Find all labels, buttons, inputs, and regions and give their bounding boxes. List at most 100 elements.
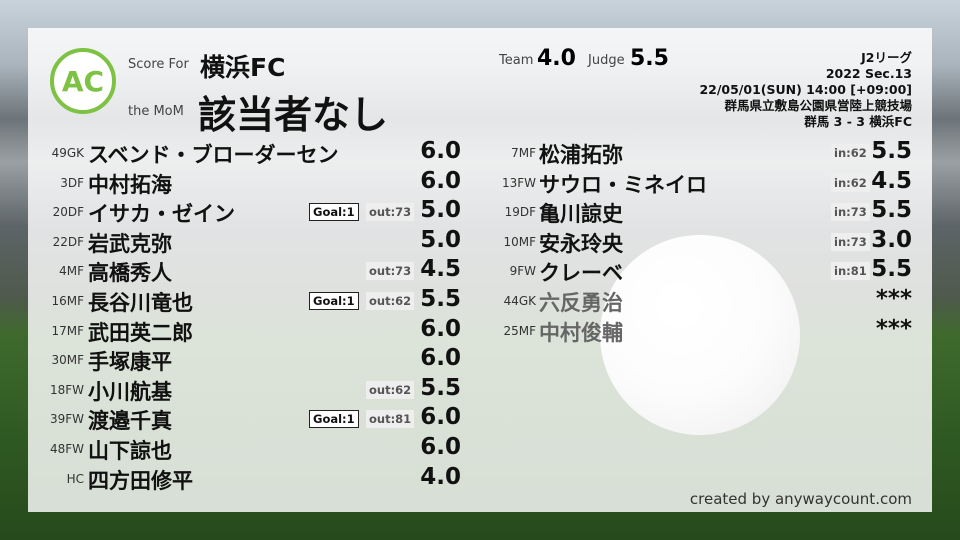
- player-name: イサカ・ゼイン: [88, 202, 235, 227]
- player-row: 44GK 六反勇治 ***: [0, 286, 960, 315]
- mom-label: the MoM: [128, 104, 184, 119]
- datetime: 22/05/01(SUN) 14:00 [+09:00]: [699, 82, 912, 97]
- player-score: 4.0: [420, 463, 461, 490]
- team-name: 横浜FC: [200, 53, 286, 82]
- player-number-position: HC: [66, 471, 84, 486]
- player-score: 3.0: [871, 226, 912, 253]
- player-number-position: 20DF: [52, 205, 84, 220]
- player-score: 5.5: [420, 286, 461, 312]
- player-row: 22DF 岩武克弥 5.0: [0, 227, 480, 256]
- player-number-position: 18FW: [49, 382, 84, 397]
- goal-badge: Goal:1: [309, 410, 359, 429]
- player-row: 30MF 手塚康平 6.0: [0, 345, 480, 374]
- player-row: 25MF 中村俊輔 ***: [0, 316, 960, 345]
- player-name: 渡邉千真: [88, 409, 172, 434]
- sub-badge: out:62: [366, 380, 415, 399]
- result: 群馬 3 - 3 横浜FC: [804, 114, 912, 129]
- player-row: 4MF 高橋秀人 out:73 4.5: [0, 256, 480, 285]
- player-number-position: 16MF: [51, 294, 84, 308]
- player-score: ***: [875, 315, 912, 342]
- player-score: 5.5: [871, 138, 912, 164]
- player-number-position: 9FW: [509, 264, 536, 279]
- player-score: 4.5: [420, 256, 461, 283]
- player-score: 5.0: [420, 226, 461, 253]
- logo-text: AC: [61, 64, 105, 98]
- player-name: 中村拓海: [88, 172, 172, 197]
- player-number-position: 25MF: [503, 323, 536, 338]
- team-score: 4.0: [537, 46, 576, 71]
- player-number-position: 22DF: [52, 234, 84, 249]
- player-name: 安永玲央: [539, 231, 623, 256]
- player-name: 武田英二郎: [88, 320, 193, 345]
- player-row: 10MF 安永玲央 in:73 3.0: [0, 227, 960, 256]
- player-number-position: 3DF: [60, 175, 84, 190]
- player-row: 19DF 亀川諒史 in:73 5.5: [0, 197, 960, 226]
- player-score: 6.0: [420, 138, 461, 164]
- player-row: 18FW 小川航基 out:62 5.5: [0, 375, 480, 404]
- score-panel: [28, 28, 932, 512]
- player-name: 山下諒也: [88, 439, 172, 463]
- goal-badge: Goal:1: [309, 292, 359, 310]
- player-name: クレーベ: [539, 261, 623, 286]
- section: 2022 Sec.13: [825, 66, 912, 81]
- player-score: 6.0: [420, 315, 461, 342]
- player-number-position: 10MF: [503, 234, 536, 249]
- sub-badge: out:73: [366, 203, 415, 222]
- sub-badge: out:81: [366, 410, 415, 429]
- judge-score: 5.5: [630, 46, 669, 71]
- player-score: 5.0: [420, 197, 461, 224]
- player-row: 39FW 渡邉千真 Goal:1 out:81 6.0: [0, 404, 480, 433]
- player-score: ***: [875, 286, 912, 312]
- player-name: 長谷川竜也: [88, 291, 193, 315]
- player-row: 7MF 松浦拓弥 in:62 5.5: [0, 138, 960, 167]
- player-number-position: 44GK: [503, 294, 536, 308]
- sub-badge: in:73: [831, 232, 870, 251]
- player-row: 20DF イサカ・ゼイン Goal:1 out:73 5.0: [0, 197, 480, 226]
- goal-badge: Goal:1: [309, 203, 359, 222]
- player-name: 岩武克弥: [88, 231, 172, 256]
- player-score: 6.0: [420, 167, 461, 194]
- sub-badge: in:81: [831, 262, 870, 281]
- player-name: スベンド・ブローダーセン: [88, 143, 339, 167]
- player-name: 高橋秀人: [88, 261, 172, 286]
- player-score: 4.5: [871, 167, 912, 194]
- credit: created by anywaycount.com: [689, 490, 912, 508]
- player-name: 六反勇治: [539, 291, 623, 315]
- player-name: 亀川諒史: [539, 202, 623, 227]
- player-number-position: 48FW: [49, 442, 84, 456]
- sub-badge: out:73: [366, 262, 415, 281]
- player-row: 3DF 中村拓海 6.0: [0, 168, 480, 197]
- player-number-position: 13FW: [501, 175, 536, 190]
- player-row: 16MF 長谷川竜也 Goal:1 out:62 5.5: [0, 286, 480, 315]
- player-name: 松浦拓弥: [539, 143, 623, 167]
- player-name: サウロ・ミネイロ: [539, 172, 707, 197]
- player-number-position: 39FW: [49, 412, 84, 427]
- league: J2リーグ: [861, 50, 912, 65]
- player-row: 49GK スベンド・ブローダーセン 6.0: [0, 138, 480, 167]
- player-name: 中村俊輔: [539, 320, 623, 345]
- sub-badge: in:62: [831, 173, 870, 192]
- sub-badge: in:62: [831, 144, 870, 162]
- player-row: 48FW 山下諒也 6.0: [0, 434, 480, 463]
- player-row: 17MF 武田英二郎 6.0: [0, 316, 480, 345]
- sub-badge: out:62: [366, 292, 415, 310]
- player-row: 13FW サウロ・ミネイロ in:62 4.5: [0, 168, 960, 197]
- player-row: HC 四方田修平 4.0: [0, 464, 480, 493]
- player-row: 9FW クレーベ in:81 5.5: [0, 256, 960, 285]
- player-name: 四方田修平: [88, 468, 193, 493]
- score-for-label: Score For: [128, 57, 189, 72]
- player-name: 小川航基: [88, 379, 172, 404]
- player-score: 5.5: [420, 374, 461, 401]
- player-number-position: 19DF: [504, 205, 536, 220]
- team-score-label: Team: [499, 53, 534, 68]
- player-score: 6.0: [420, 345, 461, 372]
- match-info: J2リーグ 2022 Sec.13 22/05/01(SUN) 14:00 [+…: [699, 50, 912, 130]
- player-number-position: 49GK: [51, 146, 84, 160]
- mom-value: 該当者なし: [198, 93, 389, 137]
- venue: 群馬県立敷島公園県営陸上競技場: [724, 98, 912, 113]
- anywaycount-logo: AC: [50, 48, 116, 114]
- player-score: 6.0: [420, 404, 461, 431]
- player-number-position: 30MF: [51, 353, 84, 368]
- judge-score-label: Judge: [588, 53, 625, 68]
- player-score: 5.5: [871, 256, 912, 283]
